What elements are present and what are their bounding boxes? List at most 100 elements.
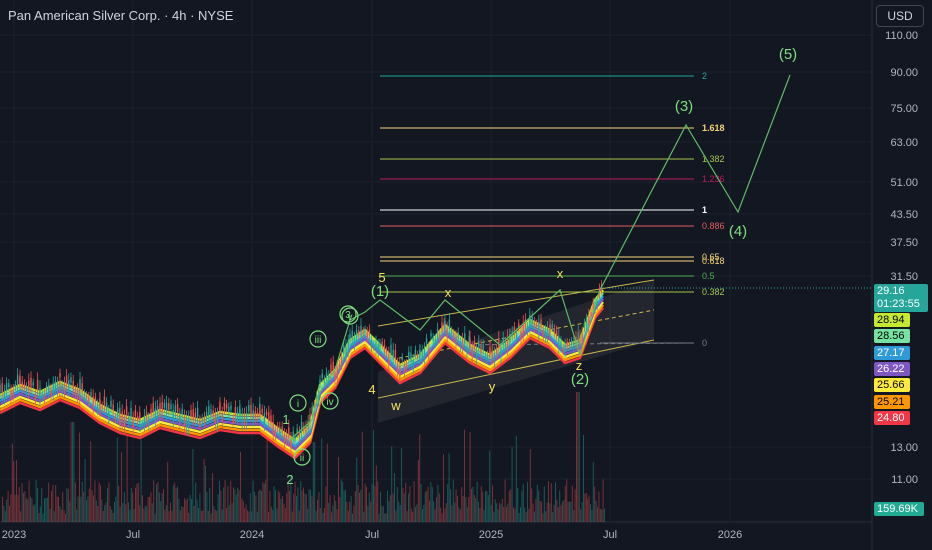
candle-body [243,414,246,424]
volume-bar [573,509,575,522]
volume-bar [81,481,83,522]
candle-body [172,410,174,420]
volume-bar [213,506,215,522]
volume-bar [14,494,16,522]
volume-bar [34,504,36,522]
candle-body [65,375,68,385]
candle-body [307,420,309,430]
volume-bar [567,501,569,522]
candle-body [394,350,397,359]
volume-bar [562,501,563,522]
candle-body [471,347,473,357]
candle-body [535,323,538,327]
volume-bar [263,483,265,522]
volume-bar [345,490,346,522]
candle-body [564,344,566,352]
volume-bar [130,487,132,522]
candle-body [212,410,214,417]
volume-bar [420,484,422,522]
volume-bar [9,505,10,522]
candle-body [219,402,221,410]
candle-body [245,413,248,423]
candle-body [272,421,274,433]
volume-bar [375,465,377,522]
volume-bar [584,493,586,522]
volume-bar [332,505,334,522]
fib-label: 0 [702,338,707,348]
volume-bar [312,442,314,522]
volume-bar [482,491,484,522]
volume-bar [56,496,58,522]
volume-bar [483,509,485,522]
candle-body [174,405,177,413]
volume-bar [129,509,131,522]
candle-body [396,363,399,371]
candle-body [152,402,154,412]
fib-label: 1.236 [702,174,725,184]
candle-body [25,386,28,392]
volume-bar [592,462,594,522]
volume-bar [69,501,71,522]
volume-bar [325,486,327,522]
volume-bar [98,482,100,522]
candle-body [179,415,181,420]
candle-body [3,390,6,399]
candle-body [225,403,228,409]
volume-bar [560,505,562,522]
candle-body [239,409,241,418]
volume-bar [444,508,446,522]
volume-bar [210,513,212,522]
volume-bar [196,499,198,522]
candle-body [425,338,428,344]
currency-button[interactable]: USD [876,5,924,27]
candle-body [56,382,59,391]
volume-bar [261,490,262,522]
volume-bar [319,507,321,522]
volume-bar [434,509,436,522]
volume-bar [18,486,20,522]
volume-bar [315,510,317,522]
candle-body [459,341,462,348]
ma-value-tag: 27.17 [874,346,910,360]
volume-bar [549,503,551,522]
volume-bar [193,505,195,522]
candle-body [276,425,279,429]
candle-body [92,396,94,407]
volume-bar [42,513,44,522]
volume-bar [532,503,534,522]
candle-body [412,359,414,368]
wave-label: (2) [571,371,589,388]
volume-bar [408,493,409,522]
volume-bar [451,505,453,522]
fib-label: 0.65 [702,252,720,262]
volume-bar [389,495,391,522]
volume-bar [354,491,356,522]
volume-bar [298,510,300,522]
volume-bar [249,493,251,522]
candle-body [32,382,34,386]
volume-bar [601,509,603,522]
candle-body [457,332,459,339]
volume-bar [310,489,311,522]
volume-bar [137,482,139,522]
wave-circle [321,392,339,410]
volume-bar [83,491,85,522]
volume-bar [168,511,170,522]
candle-body [79,379,81,390]
volume-bar [38,513,40,522]
candle-body [441,322,443,333]
candle-body [0,384,1,393]
candle-body [228,406,230,412]
volume-bar [471,488,472,522]
candle-body [334,371,336,379]
candle-body [163,403,166,408]
candle-body [551,324,553,329]
volume-bar [499,502,500,522]
volume-bar [478,501,479,522]
volume-bar [433,501,435,522]
volume-bar [585,493,587,522]
volume-bar [578,392,580,522]
volume-bar [405,482,407,522]
volume-bar [4,511,6,522]
